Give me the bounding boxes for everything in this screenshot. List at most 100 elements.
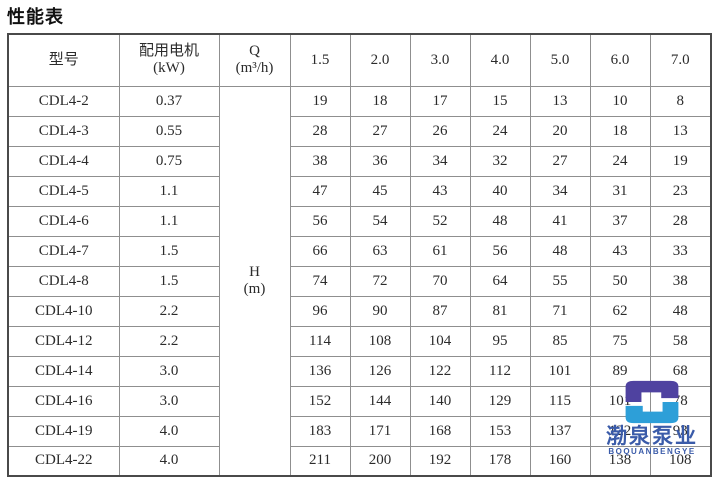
table-row: CDL4-5 1.1 47 45 43 40 34 31 23 — [7, 175, 712, 207]
head-value-cell: 95 — [469, 325, 531, 357]
table-row: CDL4-14 3.0 136 126 122 112 101 89 68 — [7, 355, 712, 387]
table-row: CDL4-19 4.0 183 171 168 153 137 122 93 — [7, 415, 712, 447]
head-value-cell: 68 — [649, 355, 712, 387]
model-cell: CDL4-12 — [7, 325, 120, 357]
power-cell: 1.5 — [118, 265, 220, 297]
model-cell: CDL4-7 — [7, 235, 120, 267]
table-row: CDL4-10 2.2 96 90 87 81 71 62 48 — [7, 295, 712, 327]
head-value-cell: 43 — [589, 235, 651, 267]
power-cell: 4.0 — [118, 415, 220, 447]
head-value-cell: 108 — [649, 445, 712, 477]
power-cell: 1.5 — [118, 235, 220, 267]
head-value-cell: 54 — [349, 205, 411, 237]
col-header-flow-value: 2.0 — [349, 33, 411, 87]
head-value-cell: 23 — [649, 175, 712, 207]
head-value-cell: 8 — [649, 85, 712, 117]
head-value-cell: 168 — [409, 415, 471, 447]
table-row: CDL4-22 4.0 211 200 192 178 160 138 108 — [7, 445, 712, 477]
head-value-cell: 85 — [529, 325, 591, 357]
head-value-cell: 48 — [649, 295, 712, 327]
head-value-cell: 45 — [349, 175, 411, 207]
power-cell: 0.37 — [118, 85, 220, 117]
col-header-motor-line1: 配用电机 — [138, 43, 199, 60]
head-value-cell: 48 — [529, 235, 591, 267]
model-cell: CDL4-22 — [7, 445, 120, 477]
head-value-cell: 19 — [289, 85, 351, 117]
col-header-motor: 配用电机 (kW) — [118, 33, 220, 87]
head-value-cell: 19 — [649, 145, 712, 177]
head-value-cell: 61 — [409, 235, 471, 267]
model-cell: CDL4-5 — [7, 175, 120, 207]
head-value-cell: 27 — [349, 115, 411, 147]
head-value-cell: 112 — [469, 355, 531, 387]
power-cell: 4.0 — [118, 445, 220, 477]
head-value-cell: 34 — [529, 175, 591, 207]
col-header-flow: Q (m³/h) — [218, 33, 291, 87]
head-value-cell: 47 — [289, 175, 351, 207]
head-value-cell: 87 — [409, 295, 471, 327]
col-header-flow-line1: Q — [249, 43, 260, 60]
model-cell: CDL4-10 — [7, 295, 120, 327]
head-value-cell: 27 — [529, 145, 591, 177]
head-value-cell: 90 — [349, 295, 411, 327]
head-value-cell: 108 — [349, 325, 411, 357]
performance-table-body: CDL4-2 0.37 H (m) 19 18 17 15 13 10 8 CDL4-3 0.55 28 2… — [7, 85, 712, 477]
head-value-cell: 192 — [409, 445, 471, 477]
table-row: CDL4-4 0.75 38 36 34 32 27 24 19 — [7, 145, 712, 177]
power-cell: 2.2 — [118, 295, 220, 327]
page-title: 性能表 — [7, 7, 64, 27]
head-value-cell: 26 — [409, 115, 471, 147]
head-value-cell: 101 — [589, 385, 651, 417]
head-value-cell: 43 — [409, 175, 471, 207]
table-row: CDL4-12 2.2 114 108 104 95 85 75 58 — [7, 325, 712, 357]
head-value-cell: 78 — [649, 385, 712, 417]
model-cell: CDL4-2 — [7, 85, 120, 117]
table-header: 型号 配用电机 (kW) Q (m³/h) 1.5 2.0 3.0 4.0 5.… — [7, 33, 712, 87]
head-value-cell: 66 — [289, 235, 351, 267]
head-value-cell: 140 — [409, 385, 471, 417]
head-value-cell: 115 — [529, 385, 591, 417]
head-value-cell: 75 — [589, 325, 651, 357]
head-value-cell: 37 — [589, 205, 651, 237]
head-value-cell: 96 — [289, 295, 351, 327]
head-value-cell: 13 — [649, 115, 712, 147]
head-value-cell: 171 — [349, 415, 411, 447]
power-cell: 1.1 — [118, 205, 220, 237]
head-value-cell: 56 — [469, 235, 531, 267]
power-cell: 0.55 — [118, 115, 220, 147]
model-cell: CDL4-19 — [7, 415, 120, 447]
head-value-cell: 126 — [349, 355, 411, 387]
head-value-cell: 20 — [529, 115, 591, 147]
head-value-cell: 15 — [469, 85, 531, 117]
head-value-cell: 55 — [529, 265, 591, 297]
col-header-flow-value: 1.5 — [289, 33, 351, 87]
head-value-cell: 89 — [589, 355, 651, 387]
head-unit-cell: H (m) — [218, 85, 291, 477]
head-value-cell: 62 — [589, 295, 651, 327]
head-value-cell: 38 — [289, 145, 351, 177]
model-cell: CDL4-14 — [7, 355, 120, 387]
head-value-cell: 93 — [649, 415, 712, 447]
head-value-cell: 152 — [289, 385, 351, 417]
head-value-cell: 31 — [589, 175, 651, 207]
head-value-cell: 71 — [529, 295, 591, 327]
head-value-cell: 18 — [349, 85, 411, 117]
power-cell: 3.0 — [118, 385, 220, 417]
head-value-cell: 24 — [469, 115, 531, 147]
head-value-cell: 153 — [469, 415, 531, 447]
head-value-cell: 64 — [469, 265, 531, 297]
table-row: CDL4-2 0.37 H (m) 19 18 17 15 13 10 8 — [7, 85, 712, 477]
col-header-flow-value: 3.0 — [409, 33, 471, 87]
table-row: CDL4-8 1.5 74 72 70 64 55 50 38 — [7, 265, 712, 297]
head-value-cell: 24 — [589, 145, 651, 177]
head-value-cell: 122 — [409, 355, 471, 387]
table-row: CDL4-3 0.55 28 27 26 24 20 18 13 — [7, 115, 712, 147]
head-value-cell: 34 — [409, 145, 471, 177]
head-value-cell: 114 — [289, 325, 351, 357]
head-value-cell: 81 — [469, 295, 531, 327]
col-header-flow-value: 4.0 — [469, 33, 531, 87]
head-value-cell: 58 — [649, 325, 712, 357]
header-row: 型号 配用电机 (kW) Q (m³/h) 1.5 2.0 3.0 4.0 5.… — [7, 33, 712, 87]
col-header-flow-value: 6.0 — [589, 33, 651, 87]
head-value-cell: 18 — [589, 115, 651, 147]
